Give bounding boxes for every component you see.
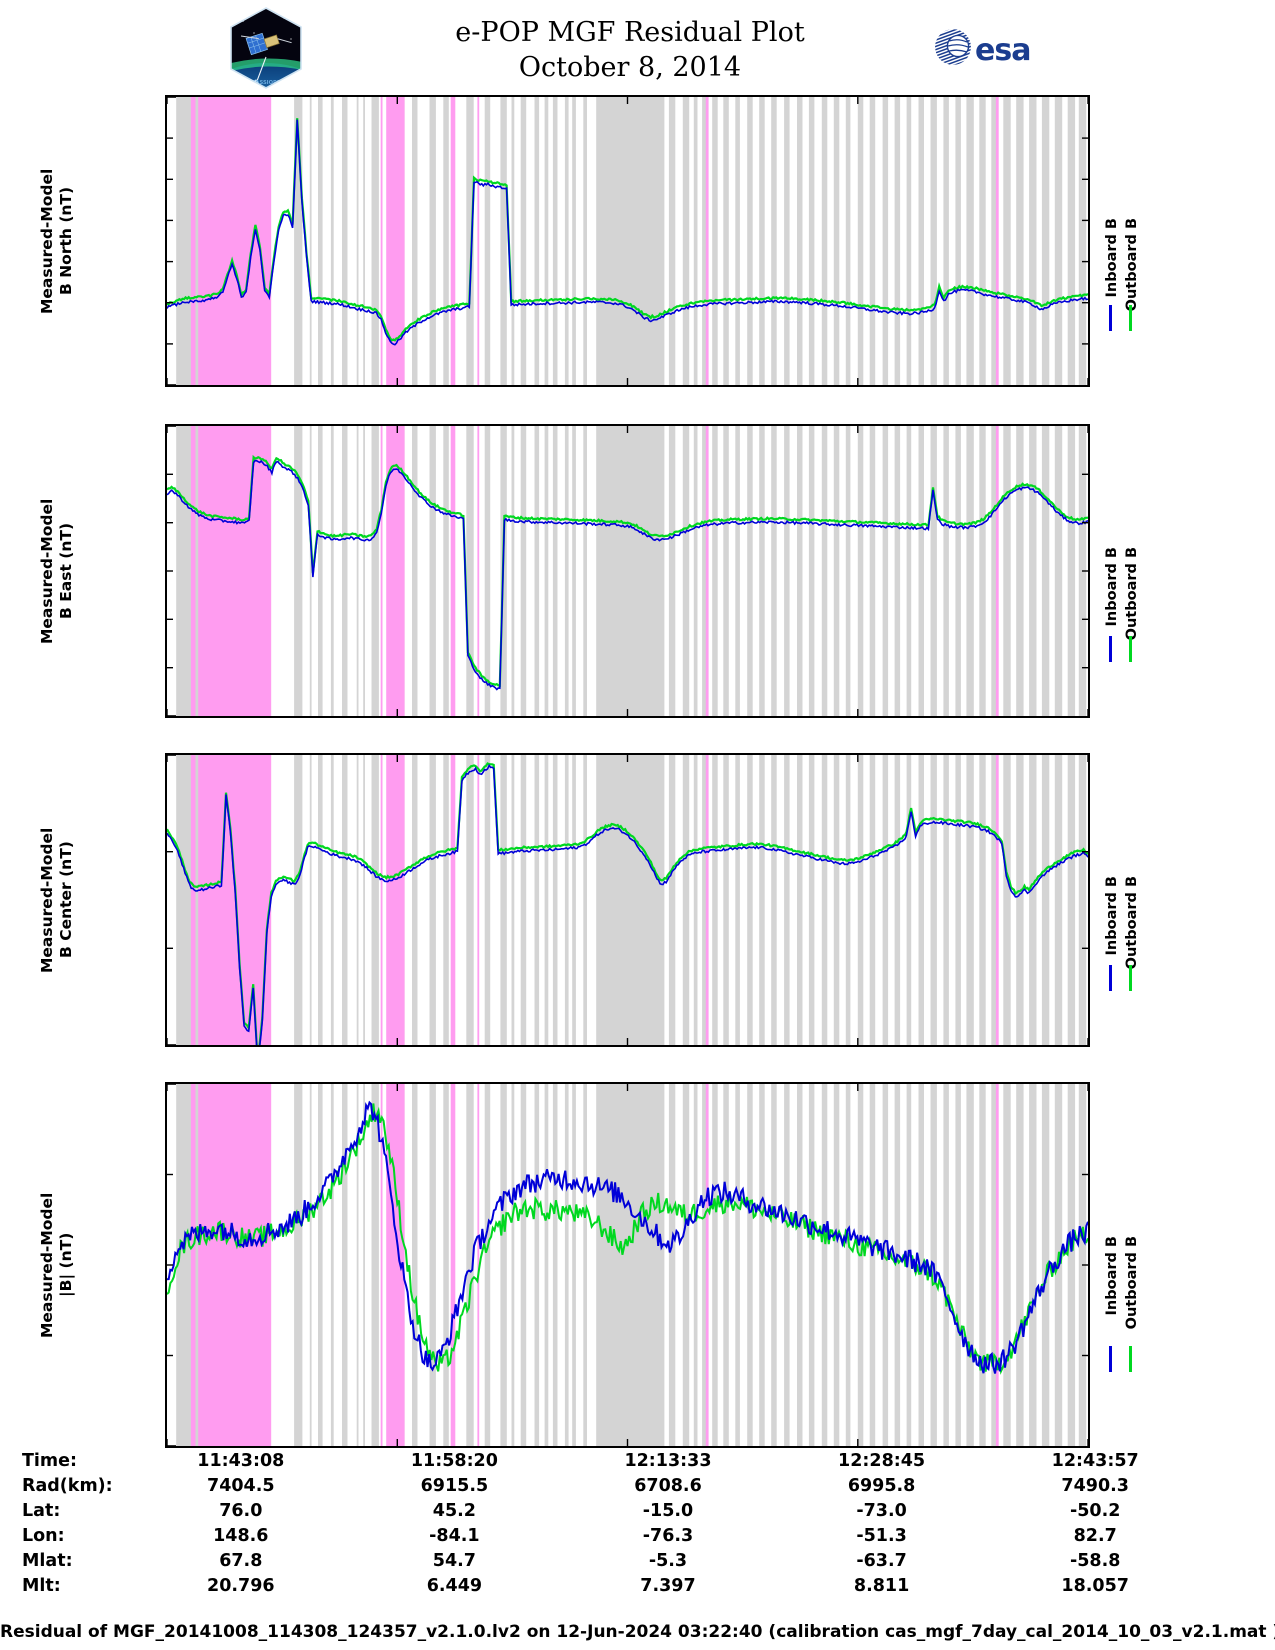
table-row-label: Rad(km):	[22, 1475, 113, 1496]
page-title-line1: e-POP MGF Residual Plot	[455, 17, 805, 48]
panel-legend: Inboard B Outboard B	[1104, 876, 1164, 1038]
esa-logo: esa	[925, 24, 1045, 70]
footer-caption: Residual of MGF_20141008_114308_124357_v…	[0, 1622, 1275, 1642]
legend-label-inboard: Inboard B	[1104, 547, 1120, 627]
table-cell-lat-1: 45.2	[432, 1500, 476, 1521]
y-axis-label: Measured-Model B Center (nT)	[38, 827, 75, 973]
table-cell-rad-3: 6995.8	[847, 1475, 916, 1496]
plot-area-0	[165, 95, 1090, 387]
table-cell-time-3: 12:28:45	[838, 1450, 926, 1471]
table-cell-lon-2: -76.3	[642, 1525, 694, 1546]
table-cell-mlat-0: 67.8	[219, 1550, 263, 1571]
table-row: Rad(km): 7404.5 6915.5 6708.6 6995.8 7490.3	[22, 1473, 1202, 1498]
legend-swatch-inboard	[1109, 964, 1112, 991]
plot-svg-2	[167, 755, 1088, 1045]
table-cell-rad-2: 6708.6	[634, 1475, 702, 1496]
shaded-regions	[176, 1084, 1087, 1446]
y-axis-label: Measured-Model |B| (nT)	[38, 1192, 75, 1338]
plot-svg-3	[167, 1084, 1088, 1446]
legend-swatch-inboard	[1109, 305, 1112, 332]
esa-logo-text: esa	[975, 33, 1030, 68]
panel-legend: Inboard B Outboard B	[1104, 1236, 1164, 1437]
shaded-regions	[176, 97, 1087, 385]
legend-label-outboard: Outboard B	[1124, 547, 1140, 641]
cassiope-logo-text: CASSIOPE	[252, 80, 281, 86]
table-cell-lat-4: -50.2	[1069, 1500, 1121, 1521]
table-cell-mlat-4: -58.8	[1069, 1550, 1121, 1571]
table-cell-mlat-1: 54.7	[432, 1550, 476, 1571]
table-cell-mlt-3: 8.811	[853, 1575, 910, 1596]
page-header: CASSIOPE e-POP MGF Residual Plot October…	[0, 0, 1275, 92]
legend-swatch-inboard	[1109, 1345, 1112, 1372]
table-cell-lat-2: -15.0	[642, 1500, 694, 1521]
legend-label-inboard: Inboard B	[1104, 876, 1120, 956]
plot-area-1	[165, 424, 1090, 718]
plot-area-3	[165, 1082, 1090, 1448]
ephemeris-table: Time: 11:43:08 11:58:20 12:13:33 12:28:45 12:…	[0, 1448, 1275, 1598]
table-cell-time-1: 11:58:20	[410, 1450, 498, 1471]
table-cell-lat-3: -73.0	[856, 1500, 907, 1521]
plot-svg-0	[167, 97, 1088, 385]
data-traces	[167, 762, 1088, 1045]
table-row-label: Time:	[22, 1450, 78, 1471]
legend-swatch-outboard	[1129, 305, 1132, 332]
table-cell-mlt-0: 20.796	[207, 1575, 275, 1596]
table-row-label: Mlt:	[22, 1575, 61, 1596]
table-row-label: Lon:	[22, 1525, 65, 1546]
page-title-line2: October 8, 2014	[518, 51, 742, 83]
plot-area-2	[165, 753, 1090, 1047]
data-traces	[167, 454, 1088, 691]
legend-label-outboard: Outboard B	[1124, 217, 1140, 311]
y-axis-label: Measured-Model B East (nT)	[38, 498, 75, 644]
plot-svg-1	[167, 426, 1088, 716]
table-cell-lat-0: 76.0	[219, 1500, 263, 1521]
data-traces	[167, 1100, 1088, 1375]
table-row: Mlt: 20.796 6.449 7.397 8.811 18.057	[22, 1573, 1202, 1598]
legend-swatch-outboard	[1129, 1345, 1132, 1372]
table-cell-lon-4: 82.7	[1073, 1525, 1117, 1546]
table-cell-lon-1: -84.1	[429, 1525, 480, 1546]
legend-swatch-inboard	[1109, 635, 1112, 662]
legend-swatch-outboard	[1129, 635, 1132, 662]
axis-ticks	[167, 426, 1088, 716]
table-row-label: Lat:	[22, 1500, 61, 1521]
table-cell-mlat-3: -63.7	[856, 1550, 907, 1571]
legend-label-outboard: Outboard B	[1124, 876, 1140, 970]
table-row: Lon: 148.6 -84.1 -76.3 -51.3 82.7	[22, 1523, 1202, 1548]
table-cell-time-0: 11:43:08	[197, 1450, 285, 1471]
table-cell-rad-0: 7404.5	[207, 1475, 275, 1496]
axis-ticks	[167, 1084, 1088, 1446]
table-row: Time: 11:43:08 11:58:20 12:13:33 12:28:45 12:…	[22, 1448, 1202, 1473]
table-cell-time-2: 12:13:33	[624, 1450, 712, 1471]
legend-label-outboard: Outboard B	[1124, 1235, 1140, 1330]
legend-label-inboard: Inboard B	[1104, 217, 1120, 298]
axis-ticks	[167, 755, 1088, 1045]
table-cell-rad-4: 7490.3	[1061, 1475, 1129, 1496]
cassiope-mission-logo: CASSIOPE	[221, 5, 311, 91]
table-cell-mlt-2: 7.397	[640, 1575, 696, 1596]
table-cell-rad-1: 6915.5	[420, 1475, 489, 1496]
table-cell-lon-3: -51.3	[856, 1525, 907, 1546]
data-traces	[167, 118, 1088, 346]
table-row-label: Mlat:	[22, 1550, 73, 1571]
legend-swatch-outboard	[1129, 964, 1132, 991]
table-cell-lon-0: 148.6	[213, 1525, 269, 1546]
table-cell-time-4: 12:43:57	[1051, 1450, 1139, 1471]
legend-label-inboard: Inboard B	[1104, 1235, 1120, 1316]
panel-legend: Inboard B Outboard B	[1104, 218, 1164, 379]
table-cell-mlt-4: 18.057	[1061, 1575, 1129, 1596]
table-cell-mlat-2: -5.3	[648, 1550, 688, 1571]
axis-ticks	[167, 97, 1088, 385]
y-axis-label: Measured-Model B North (nT)	[38, 168, 75, 314]
panel-legend: Inboard B Outboard B	[1104, 547, 1164, 709]
shaded-regions	[176, 755, 1087, 1045]
table-row: Mlat: 67.8 54.7 -5.3 -63.7 -58.8	[22, 1548, 1202, 1573]
table-cell-mlt-1: 6.449	[426, 1575, 483, 1596]
page-title: e-POP MGF Residual Plot October 8, 2014	[330, 16, 930, 85]
table-row: Lat: 76.0 45.2 -15.0 -73.0 -50.2	[22, 1498, 1202, 1523]
